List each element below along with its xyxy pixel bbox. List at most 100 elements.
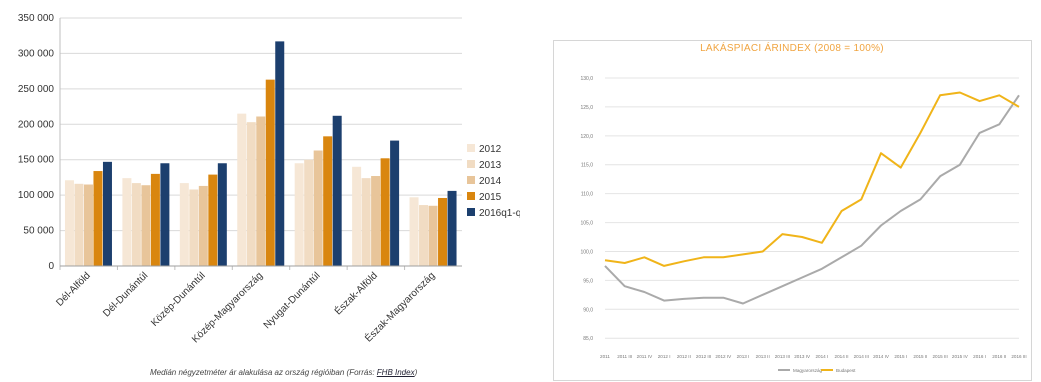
x-tick-label: 2014 III	[854, 354, 869, 359]
caption-prefix: Medián négyzetméter ár alakulása az orsz…	[150, 368, 377, 377]
x-tick-label: 2016 II	[992, 354, 1006, 359]
legend-swatch	[467, 176, 475, 184]
y-tick-label: 90,0	[583, 307, 593, 313]
y-tick-label: 105,0	[580, 221, 593, 227]
y-tick-label: 95,0	[583, 278, 593, 284]
y-tick-label: 250 000	[18, 84, 55, 95]
x-tick-label: 2012 II	[677, 354, 691, 359]
x-tick-label: 2015 IV	[952, 354, 969, 359]
bar	[237, 113, 247, 267]
bar	[419, 205, 429, 266]
y-tick-label: 125,0	[580, 105, 593, 111]
series-line	[604, 94, 1020, 305]
bar	[447, 190, 457, 266]
y-tick-label: 115,0	[581, 163, 593, 169]
bar	[275, 41, 285, 266]
bar	[313, 150, 323, 266]
bar	[74, 183, 84, 266]
x-tick-label: 2013 III	[775, 354, 790, 359]
y-tick-label: 200 000	[18, 119, 55, 130]
x-category-label: Nyugat-Dunántúl	[262, 270, 323, 331]
x-category-label: Dél-Alföld	[54, 270, 92, 308]
x-tick-label: 2014 II	[835, 354, 849, 359]
x-tick-label: 2013 IV	[794, 354, 811, 359]
x-tick-label: 2011	[600, 354, 610, 359]
y-tick-label: 100,0	[580, 249, 593, 255]
bar	[208, 174, 218, 266]
bar	[217, 163, 227, 266]
legend-swatch	[467, 192, 475, 200]
bar	[83, 184, 93, 266]
bar	[141, 185, 151, 266]
bar	[294, 163, 304, 266]
x-tick-label: 2015 III	[932, 354, 947, 359]
bar	[64, 180, 74, 266]
bar	[390, 140, 400, 266]
bar	[246, 122, 256, 266]
x-tick-label: 2013 I	[737, 354, 750, 359]
bar	[380, 158, 390, 266]
bar-chart-caption: Medián négyzetméter ár alakulása az orsz…	[150, 368, 480, 377]
y-tick-label: 130,0	[580, 76, 593, 82]
legend-label: 2012	[479, 144, 502, 155]
bar	[122, 178, 132, 266]
series-line	[604, 91, 1020, 267]
y-tick-label: 0	[48, 261, 54, 272]
bar	[361, 178, 371, 266]
caption-source-link[interactable]: FHB Index	[376, 368, 415, 377]
legend-label: 2016q1-q3	[479, 208, 520, 219]
x-tick-label: 2014 I	[815, 354, 828, 359]
y-tick-label: 85,0	[583, 336, 593, 342]
x-tick-label: 2013 II	[756, 354, 770, 359]
bar	[304, 159, 314, 266]
regional-price-bar-chart: 0 50 000 100 000 150 000 200 000 250 000 300 0…	[18, 13, 520, 345]
line-chart-frame	[553, 40, 1032, 381]
x-tick-label: 2012 I	[658, 354, 671, 359]
y-tick-label: 120,0	[580, 134, 593, 140]
y-tick-label: 350 000	[18, 13, 55, 24]
y-tick-label: 300 000	[18, 48, 55, 59]
x-tick-label: 2011 IV	[637, 354, 653, 359]
x-tick-label: 2012 III	[696, 354, 711, 359]
bar	[198, 185, 208, 266]
bar	[102, 161, 112, 266]
bar	[332, 115, 342, 266]
legend-swatch	[467, 160, 475, 168]
bar	[265, 79, 275, 266]
bar	[256, 116, 266, 267]
y-tick-label: 100 000	[18, 190, 55, 201]
x-tick-label: 2016 III	[1011, 354, 1026, 359]
legend-swatch	[467, 208, 475, 216]
bar	[409, 197, 419, 266]
bar	[189, 189, 199, 266]
line-chart-title: LAKÁSPIACI ÁRINDEX (2008 = 100%)	[700, 43, 884, 54]
x-category-label: Észak-Alföld	[331, 269, 379, 317]
legend-label: 2013	[479, 160, 502, 171]
bar	[352, 166, 362, 266]
x-tick-label: 2011 III	[617, 354, 632, 359]
y-tick-label: 50 000	[23, 226, 54, 237]
y-tick-label: 110,0	[581, 192, 593, 198]
bar	[438, 197, 448, 266]
caption-suffix: )	[414, 368, 418, 377]
x-tick-label: 2015 I	[894, 354, 907, 359]
legend-label: Magyarország	[793, 368, 823, 373]
x-tick-label: 2012 IV	[715, 354, 732, 359]
bar	[150, 173, 160, 266]
x-tick-label: 2016 I	[973, 354, 986, 359]
bar	[179, 183, 189, 266]
legend-swatch	[467, 144, 475, 152]
price-index-line-chart: 85,0 90,0 95,0 100,0 105,0 110,0 115,0 120,0 125…	[553, 40, 1032, 381]
legend-label: 2014	[479, 176, 502, 187]
legend-label: Budapest	[836, 368, 856, 373]
x-tick-label: 2014 IV	[873, 354, 890, 359]
x-category-label: Dél-Dunántúl	[101, 270, 150, 319]
bar	[131, 183, 141, 266]
bar	[323, 136, 333, 266]
legend-label: 2015	[479, 192, 502, 203]
bar	[428, 205, 438, 266]
bar	[371, 176, 381, 266]
bar	[160, 163, 170, 266]
x-tick-label: 2015 II	[913, 354, 927, 359]
bar	[93, 171, 103, 266]
